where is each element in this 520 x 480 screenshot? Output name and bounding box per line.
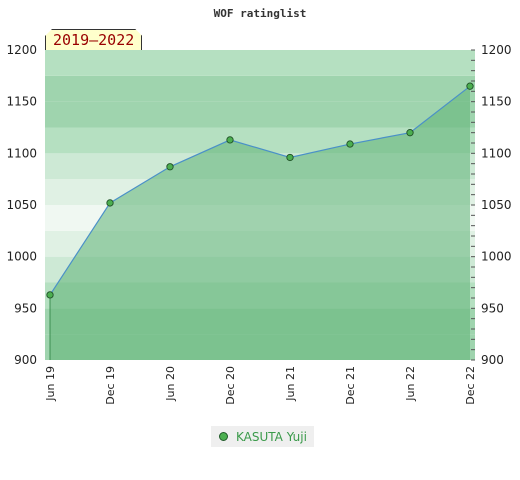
data-point [406,129,414,137]
y-tick-label-left: 1200 [6,43,37,57]
y-tick-label-right: 1100 [481,146,512,160]
y-tick-label-left: 1150 [6,95,37,109]
y-tick-label-right: 1000 [481,250,512,264]
right-axis: 900 950 1000 1050 1100 1150 1200 [471,43,512,367]
x-tick-label: Jun 21 [284,366,297,402]
x-tick-label: Dec 20 [224,366,237,405]
legend-marker-icon [219,432,228,441]
y-tick-label-left: 900 [14,353,37,367]
y-tick-label-left: 950 [14,301,37,315]
legend-label: KASUTA Yuji [236,429,307,444]
band [45,75,475,102]
y-tick-label-right: 1200 [481,43,512,57]
y-tick-label-right: 1050 [481,198,512,212]
period-badge: 2019–2022 [45,29,142,50]
x-axis: Jun 19 Dec 19 Jun 20 Dec 20 Jun 21 Dec 21 Jun … [44,366,477,405]
series-area [50,86,470,361]
points-layer [46,82,474,299]
line-layer [49,85,471,296]
data-point [346,140,354,148]
series-line [49,85,471,296]
y-tick-label-left: 1000 [6,250,37,264]
data-point [286,153,294,162]
x-tick-label: Dec 22 [464,366,477,405]
data-point [226,136,234,144]
chart-title: WOF ratinglist [214,7,307,20]
x-tick-label: Dec 21 [344,366,357,405]
band [45,101,475,128]
data-point [166,163,174,171]
data-point [466,82,474,90]
y-tick-label-right: 1150 [481,95,512,109]
data-point [46,291,54,299]
left-axis: 900 950 1000 1050 1100 1150 1200 [6,43,37,367]
x-tick-label: Dec 19 [104,366,117,405]
x-tick-label: Jun 20 [164,366,177,402]
area-layer [49,86,470,361]
y-tick-label-left: 1100 [6,146,37,160]
x-tick-label: Jun 22 [404,366,417,402]
band [45,50,475,76]
data-point [106,199,114,207]
x-tick-label: Jun 19 [44,366,57,402]
y-tick-label-right: 900 [481,353,504,367]
legend[interactable]: KASUTA Yuji [211,426,314,447]
y-tick-label-left: 1050 [6,198,37,212]
y-tick-label-right: 950 [481,301,504,315]
